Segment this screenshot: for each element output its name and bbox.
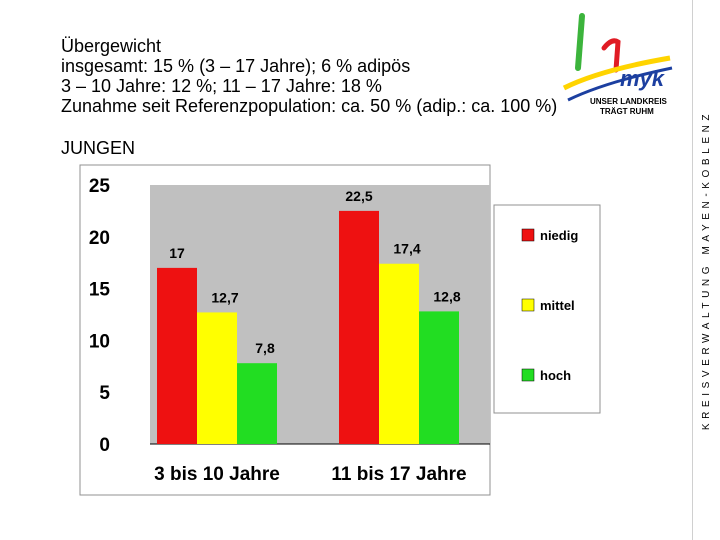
bar-hoch-1 bbox=[237, 363, 277, 444]
legend-box bbox=[493, 204, 601, 414]
logo-blue-swoosh bbox=[567, 66, 673, 102]
data-label: 12,8 bbox=[433, 288, 460, 304]
category-label: 3 bis 10 Jahre bbox=[154, 464, 280, 485]
y-tick-label: 20 bbox=[89, 228, 110, 249]
logo-word: myk bbox=[620, 66, 666, 91]
logo-green-stroke bbox=[575, 13, 585, 71]
logo-yellow-swoosh bbox=[562, 55, 671, 91]
logo-slogan-1: UNSER LANDKREIS bbox=[590, 97, 667, 106]
y-tick-label: 25 bbox=[89, 176, 111, 197]
data-label: 17 bbox=[169, 245, 185, 261]
title-line-2: insgesamt: 15 % (3 – 17 Jahre); 6 % adip… bbox=[61, 56, 411, 76]
y-tick-label: 15 bbox=[89, 280, 111, 301]
logo-slogan-2: TRÄGT RUHM bbox=[600, 107, 654, 116]
legend-swatch-niedig bbox=[521, 228, 535, 242]
title-line-4: Zunahme seit Referenzpopulation: ca. 50 … bbox=[61, 96, 558, 116]
sidebar-band: KREISVERWALTUNG MAYEN-KOBLENZ bbox=[692, 0, 720, 540]
title-line-1: Übergewicht bbox=[61, 36, 162, 56]
y-tick-label: 5 bbox=[99, 383, 110, 404]
myk-logo: myk bbox=[562, 13, 673, 102]
legend-swatch-mittel bbox=[521, 298, 535, 312]
legend-label-niedig: niedig bbox=[540, 228, 578, 243]
bar-hoch-2 bbox=[419, 311, 459, 444]
bar-chart: 17 12,7 7,8 22,5 17,4 12,8 0 5 10 15 20 25 3 bis 1… bbox=[79, 164, 601, 496]
logo-red-stroke bbox=[601, 38, 621, 73]
bar-mittel-1 bbox=[197, 312, 237, 444]
bar-niedig-2 bbox=[339, 210, 379, 444]
data-label: 12,7 bbox=[211, 289, 238, 305]
header-block: Übergewicht insgesamt: 15 % (3 – 17 Jahr… bbox=[61, 36, 691, 116]
y-tick-label: 10 bbox=[89, 331, 110, 352]
legend-label-hoch: hoch bbox=[540, 368, 571, 383]
title-line-3: 3 – 10 Jahre: 12 %; 11 – 17 Jahre: 18 % bbox=[61, 76, 382, 96]
data-label: 7,8 bbox=[255, 340, 275, 356]
sidebar-vertical-text: KREISVERWALTUNG MAYEN-KOBLENZ bbox=[701, 109, 712, 431]
data-label: 17,4 bbox=[393, 241, 420, 257]
legend-label-mittel: mittel bbox=[540, 298, 575, 313]
category-label: 11 bis 17 Jahre bbox=[331, 464, 466, 485]
data-label: 22,5 bbox=[345, 188, 372, 204]
legend-swatch-hoch bbox=[521, 368, 535, 382]
bar-niedig-1 bbox=[157, 267, 197, 444]
bar-mittel-2 bbox=[379, 263, 419, 444]
chart-subtitle: JUNGEN bbox=[61, 138, 136, 158]
y-tick-label: 0 bbox=[99, 435, 110, 456]
